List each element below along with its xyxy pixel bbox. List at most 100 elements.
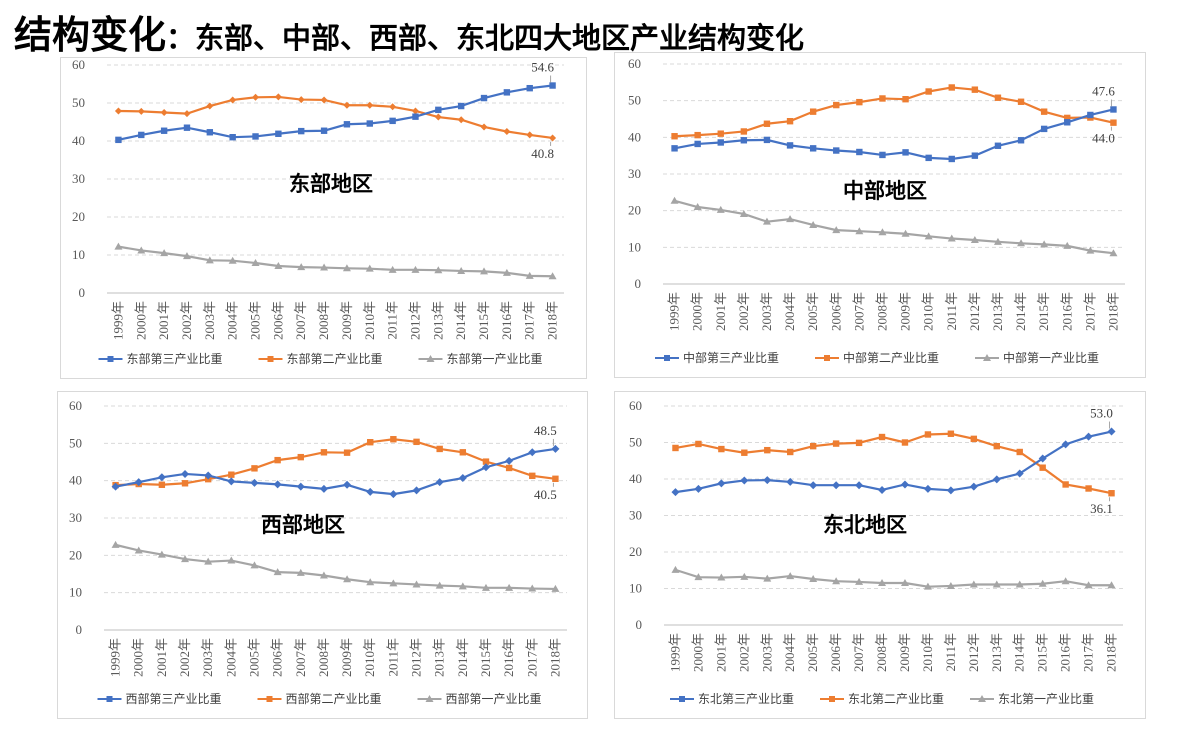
data-point-primary <box>297 263 306 271</box>
y-tick-label: 40 <box>72 133 85 148</box>
data-point-secondary <box>718 445 725 453</box>
x-tick-label: 2016年 <box>501 638 516 677</box>
data-point-secondary <box>436 445 443 453</box>
data-point-tertiary <box>319 484 328 493</box>
x-tick-label: 2011年 <box>943 633 958 672</box>
y-tick-label: 20 <box>69 547 82 562</box>
x-tick-label: 2000年 <box>133 301 148 340</box>
data-point-tertiary <box>946 486 955 495</box>
x-tick-label: 2010年 <box>362 301 377 340</box>
data-point-tertiary <box>389 490 398 499</box>
data-point-tertiary <box>526 84 533 92</box>
data-point-primary <box>481 583 490 591</box>
series-line-tertiary <box>674 108 1114 161</box>
x-tick-label: 2015年 <box>476 301 491 340</box>
chart-central: 0 10 20 30 40 50 60 1999年 2000年 2001年 2002年 2003年 20… <box>628 56 1125 365</box>
y-tick-label: 50 <box>628 93 641 108</box>
data-point-tertiary <box>856 148 863 156</box>
data-point-tertiary <box>227 477 236 486</box>
data-point-secondary <box>786 118 794 125</box>
legend-marker <box>664 355 670 361</box>
data-point-primary <box>366 578 375 586</box>
data-point-primary <box>1109 249 1118 257</box>
data-point-tertiary <box>528 448 537 457</box>
data-point-secondary <box>459 449 467 456</box>
legend-marker <box>107 356 114 362</box>
data-point-tertiary <box>181 469 190 478</box>
x-tick-label: 2008年 <box>316 301 331 340</box>
y-tick-label: 0 <box>636 617 643 632</box>
data-point-tertiary <box>786 477 795 486</box>
data-point-primary <box>389 579 398 587</box>
data-point-primary <box>182 252 191 260</box>
data-point-primary <box>740 572 749 580</box>
x-tick-label: 2014年 <box>1013 292 1028 331</box>
data-point-tertiary <box>115 136 122 144</box>
data-point-tertiary <box>1038 454 1047 463</box>
data-point-secondary <box>413 438 420 446</box>
data-point-secondary <box>434 113 442 121</box>
data-point-tertiary <box>204 471 213 480</box>
data-point-secondary <box>251 465 258 472</box>
data-point-primary <box>924 232 933 240</box>
x-tick-label: 2018年 <box>547 638 562 677</box>
data-point-tertiary <box>1017 137 1025 144</box>
data-point-primary <box>388 265 397 273</box>
data-point-secondary <box>1108 490 1115 497</box>
x-tick-label: 2001年 <box>154 638 169 677</box>
x-tick-label: 2003年 <box>202 301 217 340</box>
series-line-secondary <box>118 95 553 140</box>
y-tick-label: 60 <box>72 58 85 72</box>
data-point-secondary <box>1062 481 1069 488</box>
data-point-tertiary <box>925 154 932 162</box>
data-point-primary <box>1107 581 1116 589</box>
data-point-secondary <box>695 440 702 448</box>
data-point-primary <box>739 209 748 217</box>
data-point-primary <box>762 217 771 225</box>
y-tick-label: 50 <box>72 95 85 110</box>
data-point-tertiary <box>389 117 396 125</box>
x-tick-label: 2004年 <box>782 633 797 672</box>
data-point-secondary <box>480 123 488 131</box>
x-tick-label: 2002年 <box>179 301 194 340</box>
chart-northeast: 0 10 20 30 40 50 60 1999年 2000年 2001年 2002年 2003年 20… <box>629 398 1123 706</box>
data-point-primary <box>1017 239 1026 247</box>
data-point-tertiary <box>994 142 1002 149</box>
data-point-tertiary <box>298 127 305 135</box>
data-point-secondary <box>390 436 397 443</box>
x-tick-label: 2014年 <box>453 301 468 340</box>
x-tick-label: 2009年 <box>339 301 354 340</box>
x-tick-label: 2013年 <box>990 292 1005 331</box>
x-tick-label: 2000年 <box>690 292 705 331</box>
data-label: 44.0 <box>1092 131 1115 146</box>
data-point-primary <box>1086 246 1095 254</box>
x-tick-label: 2007年 <box>851 292 866 331</box>
data-point-tertiary <box>855 481 864 490</box>
legend-label: 中部第三产业比重 <box>683 350 779 365</box>
data-point-tertiary <box>134 478 143 487</box>
series-line-secondary <box>115 438 556 487</box>
data-point-primary <box>134 546 143 554</box>
data-point-primary <box>1063 241 1072 249</box>
data-point-primary <box>412 580 421 588</box>
data-point-secondary <box>482 458 490 465</box>
data-point-secondary <box>252 93 260 101</box>
region-label: 中部地区 <box>843 179 927 203</box>
data-point-secondary <box>529 472 536 480</box>
data-point-tertiary <box>505 456 514 465</box>
x-tick-label: 2007年 <box>293 301 308 340</box>
data-point-secondary <box>763 120 771 127</box>
data-point-tertiary <box>878 485 887 494</box>
y-tick-label: 30 <box>629 508 642 523</box>
data-point-primary <box>181 555 190 563</box>
data-point-primary <box>320 263 329 271</box>
data-point-primary <box>786 215 795 223</box>
data-point-primary <box>365 264 374 272</box>
data-point-tertiary <box>694 484 703 493</box>
data-point-tertiary <box>786 142 794 149</box>
data-point-secondary <box>137 107 145 115</box>
x-tick-label: 2000年 <box>690 633 705 672</box>
x-tick-label: 2003年 <box>759 633 774 672</box>
data-point-primary <box>855 577 864 585</box>
y-tick-label: 10 <box>629 581 642 596</box>
